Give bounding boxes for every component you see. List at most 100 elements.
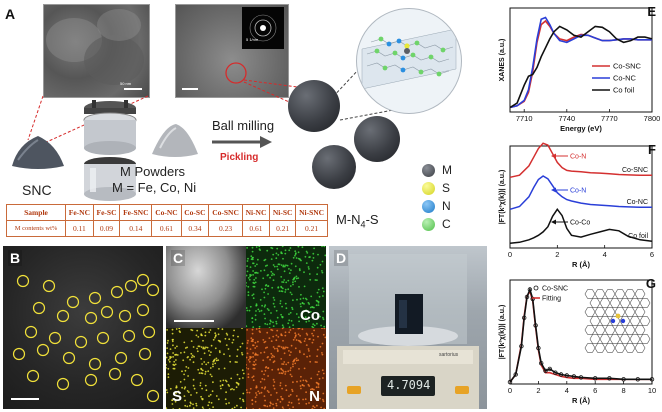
eds-signal-dot: [303, 353, 305, 356]
y-axis-title: XANES (a.u.): [499, 39, 506, 82]
eds-signal-dot: [281, 406, 284, 409]
eds-signal-dot: [269, 404, 271, 407]
eds-signal-dot: [255, 277, 257, 279]
eds-signal-dot: [313, 329, 315, 332]
panel-label: F: [648, 142, 656, 157]
table-cell: 0.61: [151, 220, 182, 237]
eds-signal-dot: [166, 342, 169, 344]
eds-signal-dot: [178, 407, 181, 409]
eds-signal-dot: [284, 370, 287, 373]
eds-signal-dot: [319, 397, 321, 400]
eds-signal-dot: [208, 331, 211, 334]
single-atom-marker: [146, 283, 160, 297]
eds-signal-dot: [169, 348, 172, 350]
eds-signal-dot: [192, 384, 195, 387]
eds-signal-dot: [285, 389, 288, 392]
eds-signal-dot: [208, 401, 211, 404]
hexagon-ring: [639, 298, 651, 308]
eds-signal-dot: [245, 274, 248, 277]
eds-signal-dot: [321, 352, 323, 354]
eds-signal-dot: [299, 334, 301, 337]
single-atom-marker: [62, 351, 76, 365]
hexagon-ring: [614, 307, 626, 317]
table-cell: 0.09: [92, 220, 121, 237]
eds-signal-dot: [276, 347, 278, 350]
eds-signal-dot: [278, 345, 281, 348]
eds-signal-dot: [252, 297, 255, 300]
eds-signal-dot: [263, 387, 266, 390]
x-tick-label: 8: [622, 386, 626, 395]
eds-signal-dot: [317, 370, 320, 373]
eds-signal-dot: [285, 363, 288, 366]
eds-signal-dot: [289, 285, 292, 287]
eds-signal-dot: [172, 408, 175, 409]
eds-signal-dot: [204, 334, 207, 337]
eds-signal-dot: [249, 387, 252, 390]
eds-signal-dot: [312, 257, 315, 259]
eds-signal-dot: [307, 301, 310, 304]
eds-signal-dot: [246, 260, 249, 262]
eds-signal-dot: [273, 305, 276, 308]
eds-signal-dot: [291, 390, 294, 393]
eds-signal-dot: [242, 400, 245, 403]
eds-signal-dot: [204, 370, 207, 373]
eds-signal-dot: [191, 356, 193, 359]
metal-content-table: Sample Fe-NC Fe-SC Fe-SNC Co-NC Co-SC Co…: [6, 204, 328, 237]
eds-signal-dot: [286, 264, 289, 267]
eds-signal-dot: [176, 354, 179, 356]
eds-signal-dot: [271, 368, 274, 371]
eds-signal-dot: [314, 279, 317, 281]
hexagon-ring: [614, 343, 626, 353]
eds-signal-dot: [271, 356, 273, 359]
x-tick-label: 7710: [516, 114, 533, 123]
eds-signal-dot: [245, 407, 248, 409]
eds-signal-dot: [209, 393, 212, 396]
eds-signal-dot: [181, 386, 183, 389]
eds-signal-dot: [246, 309, 249, 312]
eds-signal-dot: [321, 342, 324, 345]
eds-signal-dot: [239, 397, 241, 400]
eds-signal-dot: [311, 407, 314, 409]
eds-signal-dot: [263, 378, 266, 381]
dopant-atom: [615, 313, 621, 319]
data-point: [507, 379, 513, 385]
pickling-label: Pickling: [220, 152, 259, 163]
hexagon-ring: [624, 307, 636, 317]
eds-signal-dot: [250, 337, 253, 340]
eds-signal-dot: [200, 395, 202, 398]
annotation-label: Co-N: [570, 154, 586, 161]
n-map: N: [245, 327, 326, 409]
eds-signal-dot: [264, 347, 267, 349]
eds-signal-dot: [283, 347, 286, 350]
eds-signal-dot: [319, 345, 322, 348]
eds-signal-dot: [313, 324, 316, 327]
eds-signal-dot: [299, 351, 301, 354]
plot-frame: [509, 279, 653, 385]
eds-signal-dot: [245, 307, 248, 309]
eds-signal-dot: [264, 366, 267, 369]
panel-a-label: A: [5, 6, 16, 22]
eds-signal-dot: [252, 285, 255, 288]
eds-signal-dot: [295, 275, 298, 278]
eds-signal-dot: [322, 316, 324, 319]
eds-signal-dot: [214, 332, 217, 335]
eds-signal-dot: [187, 367, 190, 369]
eds-signal-dot: [209, 329, 212, 331]
legend-label: Co-NC: [613, 74, 637, 83]
eds-signal-dot: [313, 406, 316, 409]
eds-signal-dot: [217, 359, 220, 361]
eds-signal-dot: [301, 246, 304, 249]
eds-signal-dot: [281, 324, 284, 327]
eds-signal-dot: [198, 345, 201, 348]
eds-signal-dot: [281, 246, 284, 248]
table-header-row: Sample Fe-NC Fe-SC Fe-SNC Co-NC Co-SC Co…: [6, 204, 328, 221]
eds-signal-dot: [192, 378, 195, 381]
eds-signal-dot: [166, 391, 169, 394]
eds-signal-dot: [294, 332, 297, 335]
eds-signal-dot: [309, 388, 312, 391]
eds-signal-dot: [303, 285, 306, 288]
single-atom-marker: [88, 357, 102, 371]
eds-signal-dot: [248, 391, 251, 394]
eds-signal-dot: [305, 309, 307, 312]
eds-signal-dot: [217, 327, 220, 330]
